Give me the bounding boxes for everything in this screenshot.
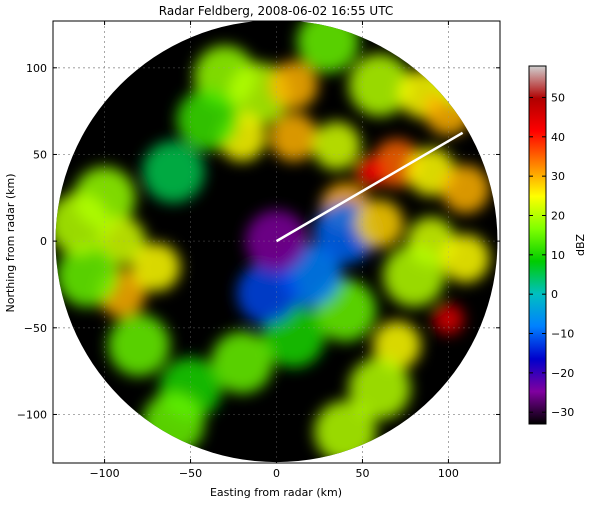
colorbar-tick-label: −20 — [551, 367, 574, 380]
colorbar-tick-label: −10 — [551, 328, 574, 341]
x-tick-label: 50 — [355, 467, 369, 480]
y-tick-label: 50 — [33, 148, 47, 161]
y-tick-label: −100 — [17, 408, 47, 421]
x-tick-label: 100 — [438, 467, 459, 480]
chart-title: Radar Feldberg, 2008-06-02 16:55 UTC — [159, 4, 393, 18]
echo-cell — [269, 61, 318, 110]
x-tick-label: 0 — [273, 467, 280, 480]
echo-cell — [142, 140, 205, 203]
echo-cell — [55, 192, 110, 255]
colorbar-tick-label: 50 — [551, 91, 565, 104]
colorbar-ticks: −30 −20 −10 0 10 20 30 40 50 — [529, 91, 574, 419]
colorbar-tick-label: 20 — [551, 209, 565, 222]
x-tick-label: −100 — [89, 467, 119, 480]
colorbar — [528, 65, 547, 425]
echo-cell — [441, 234, 490, 283]
echo-cell — [97, 217, 146, 266]
echo-cell — [372, 321, 421, 370]
echo-cell — [236, 262, 299, 325]
y-tick-label: 100 — [26, 62, 47, 75]
azimuth-line — [275, 131, 464, 243]
grid-overlay — [53, 21, 500, 463]
echo-cell — [132, 243, 181, 292]
echo-cell — [348, 357, 411, 420]
echo-cell — [348, 54, 411, 117]
echo-cell — [176, 88, 239, 151]
echo-cell — [383, 244, 445, 307]
echo-cell — [355, 156, 387, 188]
x-axis-label: Easting from radar (km) — [210, 486, 342, 499]
echo-cell — [269, 113, 318, 162]
colorbar-tick-label: 10 — [551, 249, 565, 262]
colorbar-tick-label: 30 — [551, 170, 565, 183]
echo-cell — [108, 314, 170, 377]
echo-cell — [355, 199, 404, 248]
y-axis-label: Northing from radar (km) — [4, 173, 17, 312]
echo-cell — [432, 303, 464, 335]
x-tick-label: −50 — [179, 467, 202, 480]
echo-cell — [297, 21, 360, 73]
colorbar-tick-label: −30 — [551, 406, 574, 419]
colorbar-tick-label: 0 — [551, 288, 558, 301]
echo-cell — [312, 121, 361, 170]
colorbar-tick-label: 40 — [551, 131, 565, 144]
echo-cell — [211, 331, 274, 394]
colorbar-label: dBZ — [574, 234, 587, 257]
echo-cell — [441, 165, 490, 214]
axis-ticks: −100 −50 0 50 100 −100 −50 0 50 100 — [17, 21, 500, 480]
y-tick-label: −50 — [24, 322, 47, 335]
echo-cell — [56, 244, 119, 307]
y-tick-label: 0 — [40, 235, 47, 248]
